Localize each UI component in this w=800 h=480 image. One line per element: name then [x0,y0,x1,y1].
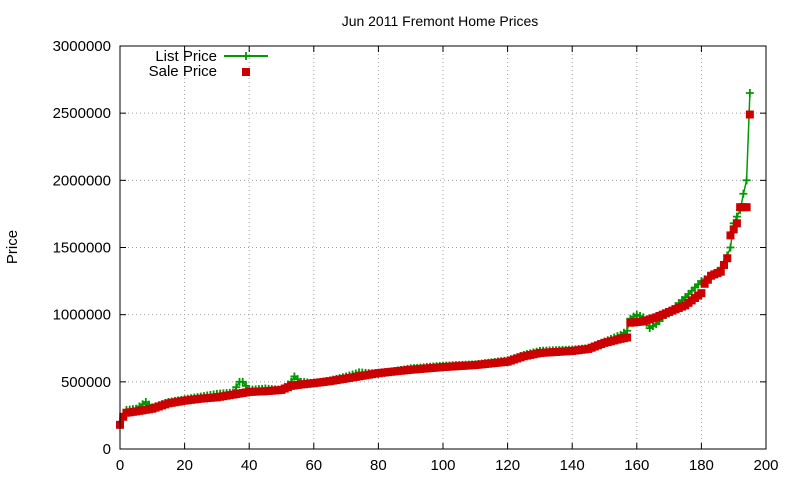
sale-price-point [745,110,754,119]
sale-price-point [720,260,729,269]
legend-label-list-price: List Price [155,48,217,65]
x-tick-label: 140 [560,457,585,474]
plot-area [116,89,754,429]
x-tick-label: 20 [176,457,193,474]
sale-price-point [742,203,751,212]
list-price-point [238,377,247,386]
list-price-line [119,92,751,424]
x-tick-label: 100 [430,457,455,474]
legend-marker-list-price [242,52,250,60]
sale-price-point [700,279,709,288]
legend-label-sale-price: Sale Price [149,63,217,80]
y-tick-label: 1500000 [53,240,111,257]
y-tick-label: 500000 [61,374,111,391]
x-tick-label: 200 [753,457,778,474]
x-tick-label: 80 [370,457,387,474]
list-price-point [732,212,741,221]
x-tick-label: 180 [689,457,714,474]
sale-price-point [697,289,706,298]
x-tick-label: 60 [305,457,322,474]
sale-price-point [729,225,738,234]
legend: List Price Sale Price [149,48,268,80]
sale-price-point [623,333,632,342]
y-tick-label: 3000000 [53,38,111,55]
axes: 0 20 40 60 80 100 120 140 160 180 200 0 500000 100000… [53,38,779,474]
list-price-point [739,189,748,198]
grid [120,46,766,449]
x-tick-label: 40 [241,457,258,474]
sale-price-point [732,219,741,228]
y-tick-label: 0 [103,441,111,458]
y-tick-label: 2500000 [53,105,111,122]
list-price-point [742,176,751,185]
list-price-point [745,89,754,98]
y-tick-label: 2000000 [53,172,111,189]
sale-price-point [119,412,128,421]
sale-price-point [716,267,725,276]
sale-price-point [726,231,735,240]
list-price-point [623,326,632,335]
y-tick-label: 1000000 [53,307,111,324]
sale-price-point [723,254,732,263]
legend-swatch-sale-price [242,68,250,76]
x-tick-label: 160 [624,457,649,474]
list-price-point [726,243,735,252]
sale-price-point [703,275,712,284]
x-tick-label: 120 [495,457,520,474]
legend-plus-glyph [242,52,250,60]
x-tick-label: 0 [116,457,124,474]
plot-frame [119,45,767,450]
y-axis-label: Price [4,230,21,264]
chart-title: Jun 2011 Fremont Home Prices [342,13,539,29]
